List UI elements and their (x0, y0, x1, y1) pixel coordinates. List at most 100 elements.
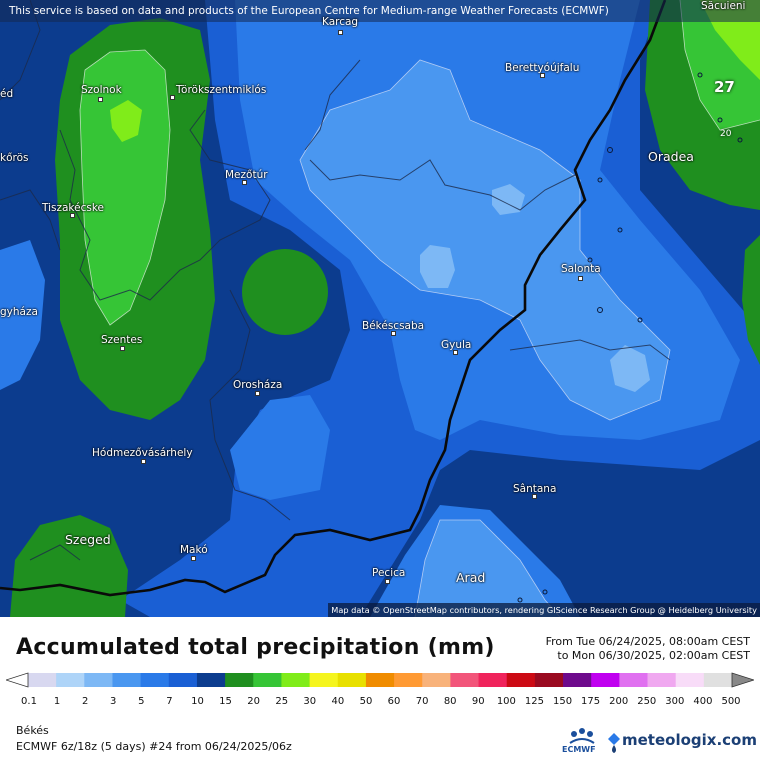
color-scale-cell (337, 673, 367, 687)
city-label: Gyula (441, 339, 472, 351)
ecmwf-logo-text: ECMWF (562, 745, 596, 754)
color-scale-cell (647, 673, 677, 687)
city-label: Orosháza (233, 379, 283, 391)
color-scale-cell (140, 673, 170, 687)
color-scale-tick-label: 0.1 (21, 696, 37, 707)
city-marker (191, 556, 196, 561)
city-marker (578, 276, 583, 281)
color-scale-tick-label: 7 (166, 696, 173, 707)
city-marker (242, 180, 247, 185)
city-marker (98, 97, 103, 102)
city-label: Salonta (561, 263, 601, 275)
edge-city-label: kőrös (0, 152, 29, 164)
color-scale-tick-label: 15 (219, 696, 232, 707)
color-scale-tick-label: 60 (387, 696, 401, 707)
model-run-info: ECMWF 6z/18z (5 days) #24 from 06/24/202… (16, 740, 292, 753)
color-scale-tick-label: 90 (471, 696, 485, 707)
city-marker (391, 331, 396, 336)
edge-city-label: gyháza (0, 306, 38, 318)
city-label: Karcag (322, 16, 359, 28)
city-marker (170, 95, 175, 100)
color-scale-tick-label: 500 (721, 696, 741, 707)
color-scale-tick-label: 3 (110, 696, 117, 707)
precipitation-map[interactable]: This service is based on data and produc… (0, 0, 760, 617)
period-from: From Tue 06/24/2025, 08:00am CEST (545, 635, 750, 648)
color-scale-tick-label: 20 (247, 696, 260, 707)
city-label: Békéscsaba (362, 320, 425, 332)
color-scale-tick-label: 50 (359, 696, 373, 707)
color-scale-tick-label: 40 (331, 696, 345, 707)
color-scale-cell (56, 673, 85, 687)
color-scale-cell (394, 673, 423, 687)
color-scale-cell (309, 673, 339, 687)
color-scale-tick-label: 2 (81, 696, 89, 707)
isoline-value-label: 27 (714, 78, 735, 96)
color-scale-tick-label: 30 (303, 696, 317, 707)
color-scale-tick-label: 150 (552, 696, 573, 707)
region-name: Békés (16, 724, 49, 737)
city-label-major: Szeged (65, 532, 111, 547)
city-label: Szentes (101, 334, 143, 346)
color-scale-cell (619, 673, 649, 687)
color-scale-cell (675, 673, 705, 687)
edge-city-label: éd (0, 88, 14, 100)
city-label: Makó (180, 544, 208, 556)
city-label-major: Oradea (648, 149, 694, 164)
legend-title: Accumulated total precipitation (mm) (16, 635, 495, 660)
color-scale-cell (506, 673, 536, 687)
color-scale-cell (84, 673, 113, 687)
city-label: Tiszakécske (42, 202, 105, 214)
city-marker (532, 494, 537, 499)
color-scale-cell (28, 673, 57, 687)
color-scale-tick-label: 300 (665, 696, 685, 707)
color-scale-cell (365, 673, 395, 687)
meteologix-logo-icon[interactable] (606, 729, 756, 755)
color-scale-tick-label: 1 (53, 696, 61, 707)
color-scale-cell (563, 673, 592, 687)
color-scale-cell (225, 673, 254, 687)
city-marker (453, 350, 458, 355)
city-marker (141, 459, 146, 464)
color-scale-tick-label: 70 (415, 696, 429, 707)
color-scale-tick-label: 5 (138, 696, 145, 707)
city-label: Săcuieni (701, 0, 746, 12)
precipitation-contours (0, 0, 760, 617)
color-scale-tick-label: 125 (524, 696, 544, 707)
color-scale-cell (253, 673, 282, 687)
city-label: Berettyóújfalu (505, 62, 580, 74)
city-label: Mezőtúr (225, 169, 268, 181)
city-marker (70, 213, 75, 218)
color-scale-bar (6, 672, 754, 688)
city-marker (338, 30, 343, 35)
color-scale-cell (534, 673, 564, 687)
legend-panel: Accumulated total precipitation (mm) Fro… (0, 617, 760, 760)
color-scale-tick-label: 175 (581, 696, 601, 707)
city-marker (385, 579, 390, 584)
color-scale-cell (168, 673, 198, 687)
color-scale-tick-label: 25 (275, 696, 289, 707)
ecmwf-logo-icon (569, 728, 595, 744)
color-scale-tick-label: 200 (609, 696, 629, 707)
city-marker (255, 391, 260, 396)
city-label: Hódmezővásárhely (92, 447, 193, 459)
color-scale-cell (112, 673, 142, 687)
city-marker (540, 73, 545, 78)
color-scale-tick-label: 10 (191, 696, 204, 707)
period-to: to Mon 06/30/2025, 02:00am CEST (557, 649, 750, 662)
city-label: Pecica (372, 567, 406, 579)
city-marker (120, 346, 125, 351)
color-scale-cell (196, 673, 226, 687)
color-scale-ticks: 0.1 1 2 3 5 7 10 15 20 25 30 40 50 60 70 80 90 100 125 150 1… (0, 696, 760, 710)
color-scale-tick-label: 400 (693, 696, 713, 707)
color-scale-cell (591, 673, 620, 687)
color-scale-cell (422, 673, 451, 687)
color-scale-cell (450, 673, 480, 687)
color-scale-cell (478, 673, 508, 687)
color-scale-cell (703, 673, 733, 687)
map-attribution[interactable]: Map data © OpenStreetMap contributors, r… (328, 603, 760, 617)
meteologix-logo-text[interactable]: meteologix.com (622, 731, 757, 749)
ecmwf-attribution: This service is based on data and produc… (0, 0, 760, 22)
color-scale-cell (281, 673, 311, 687)
color-scale-tick-label: 100 (496, 696, 516, 707)
color-scale-tick-label: 250 (637, 696, 657, 707)
